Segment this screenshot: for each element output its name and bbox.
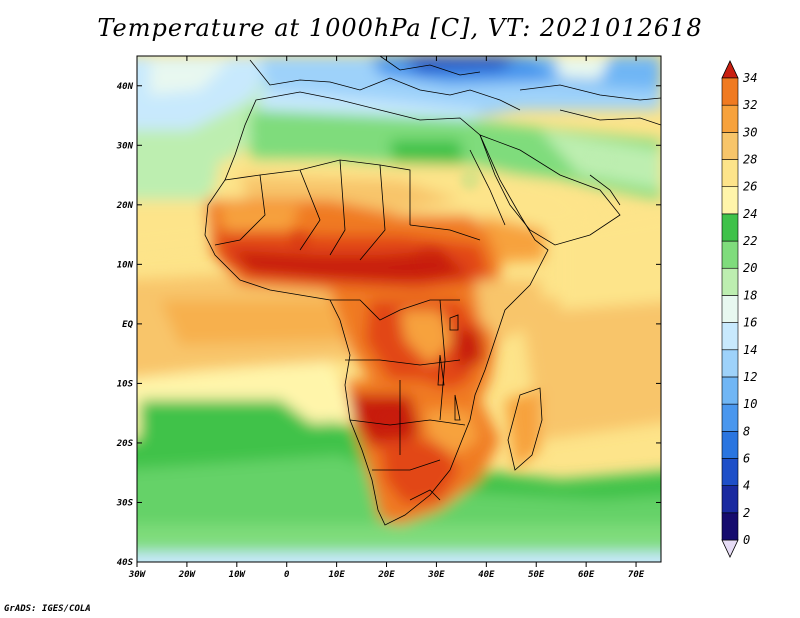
y-tick-label: 30S bbox=[116, 498, 134, 508]
colorbar-swatch bbox=[721, 376, 739, 405]
colorbar-swatch bbox=[721, 430, 739, 459]
colorbar-label: 6 bbox=[743, 451, 750, 465]
y-tick-label: 10N bbox=[117, 260, 134, 270]
colorbar-label: 12 bbox=[743, 370, 757, 384]
x-tick-label: 60E bbox=[578, 570, 595, 580]
y-tick-label: 40S bbox=[117, 558, 134, 568]
y-tick-label: EQ bbox=[122, 320, 133, 330]
x-tick-label: 0 bbox=[284, 570, 290, 580]
colorbar-bottom-arrow bbox=[721, 539, 739, 558]
colorbar-swatch bbox=[721, 159, 739, 188]
temperature-field bbox=[137, 56, 661, 562]
y-tick-label: 20N bbox=[116, 201, 134, 211]
plot-frame bbox=[136, 55, 662, 563]
colorbar-label: 4 bbox=[743, 479, 750, 493]
colorbar-swatch bbox=[721, 186, 739, 215]
colorbar-swatch bbox=[721, 132, 739, 160]
colorbar-swatch bbox=[721, 458, 739, 486]
colorbar-swatch bbox=[721, 267, 739, 296]
y-tick-label: 20S bbox=[116, 439, 134, 449]
colorbar-swatch bbox=[721, 403, 739, 432]
x-tick-label: 20W bbox=[178, 570, 197, 580]
colorbar-label: 10 bbox=[743, 397, 757, 411]
x-tick-label: 40E bbox=[478, 570, 495, 580]
colorbar-label: 16 bbox=[743, 316, 757, 330]
x-tick-label: 50E bbox=[528, 570, 545, 580]
colorbar-label: 26 bbox=[743, 180, 757, 194]
colorbar-label: 2 bbox=[743, 506, 750, 520]
y-axis: 40N 30N 20N 10N EQ 10S 20S 30S 40S bbox=[116, 82, 661, 568]
colorbar-swatch bbox=[721, 240, 739, 269]
colorbar-label: 20 bbox=[743, 261, 757, 275]
colorbar-label: 32 bbox=[742, 98, 757, 112]
colorbar-swatch bbox=[721, 322, 739, 351]
x-axis: 30W 20W 10W 0 10E 20E 30E 40E 50E 60E 70E bbox=[128, 56, 645, 580]
x-tick-label: 70E bbox=[628, 570, 645, 580]
colorbar-swatch bbox=[721, 512, 739, 541]
colorbar-top-arrow bbox=[721, 60, 739, 79]
colorbar-swatch bbox=[721, 349, 739, 378]
x-tick-label: 10W bbox=[229, 570, 247, 580]
colorbar-swatch bbox=[721, 104, 739, 133]
colorbar-label: 34 bbox=[742, 71, 757, 85]
colorbar-label: 18 bbox=[743, 288, 757, 302]
colorbar-label: 24 bbox=[743, 207, 757, 221]
x-tick-label: 30W bbox=[128, 570, 147, 580]
colorbar-label: 28 bbox=[743, 153, 757, 167]
map-title: Temperature at 1000hPa [C], VT: 20210126… bbox=[97, 14, 703, 42]
colorbar-label: 30 bbox=[742, 125, 757, 139]
colorbar-swatch bbox=[721, 77, 739, 106]
coastlines-and-borders bbox=[204, 56, 661, 526]
x-tick-label: 30E bbox=[427, 570, 445, 580]
colorbar-swatch bbox=[721, 485, 739, 514]
colorbar-label: 0 bbox=[743, 533, 750, 547]
y-tick-label: 30N bbox=[116, 141, 134, 151]
y-tick-label: 10S bbox=[117, 379, 134, 389]
colorbar-label: 8 bbox=[743, 424, 750, 438]
colorbar-swatch bbox=[721, 295, 739, 323]
colorbar-label: 22 bbox=[743, 234, 757, 248]
y-tick-label: 40N bbox=[117, 82, 134, 92]
x-tick-label: 20E bbox=[377, 570, 395, 580]
x-tick-label: 10E bbox=[328, 570, 345, 580]
colorbar-label: 14 bbox=[743, 343, 757, 357]
colorbar-swatch bbox=[721, 213, 739, 242]
grads-credit: GrADS: IGES/COLA bbox=[4, 604, 91, 614]
